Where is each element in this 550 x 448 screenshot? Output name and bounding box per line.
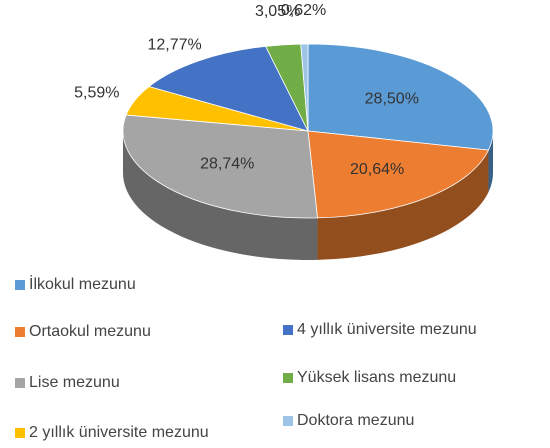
slice	[307, 43, 494, 151]
slice	[148, 45, 309, 132]
legend-swatch	[283, 325, 293, 335]
slice	[300, 43, 309, 132]
legend-swatch	[15, 327, 25, 337]
legend-label: Ortaokul mezunu	[29, 323, 151, 340]
legend-label: 4 yıllık üniversite mezunu	[297, 321, 477, 338]
slice	[307, 130, 490, 219]
slice-side	[317, 150, 489, 260]
data-label: 0,62%	[281, 2, 326, 19]
data-label: 20,64%	[350, 161, 404, 178]
legend-swatch	[15, 280, 25, 290]
legend-swatch	[283, 416, 293, 426]
slice-side	[488, 131, 493, 193]
slice	[122, 114, 318, 219]
data-label: 3,05%	[255, 3, 300, 20]
legend-label: 2 yıllık üniversite mezunu	[29, 424, 209, 441]
legend-swatch	[15, 378, 25, 388]
legend-label: Lise mezunu	[29, 374, 120, 391]
legend-label: İlkokul mezunu	[29, 274, 136, 293]
legend-swatch	[15, 428, 25, 438]
legend-label: Doktora mezunu	[297, 412, 414, 429]
legend-label: Yüksek lisans mezunu	[297, 369, 456, 386]
data-label: 5,59%	[74, 85, 119, 102]
data-label: 28,74%	[200, 155, 254, 172]
data-label: 28,50%	[365, 91, 419, 108]
legend-swatch	[283, 373, 293, 383]
slice-side	[123, 131, 318, 260]
data-label: 12,77%	[147, 37, 201, 54]
